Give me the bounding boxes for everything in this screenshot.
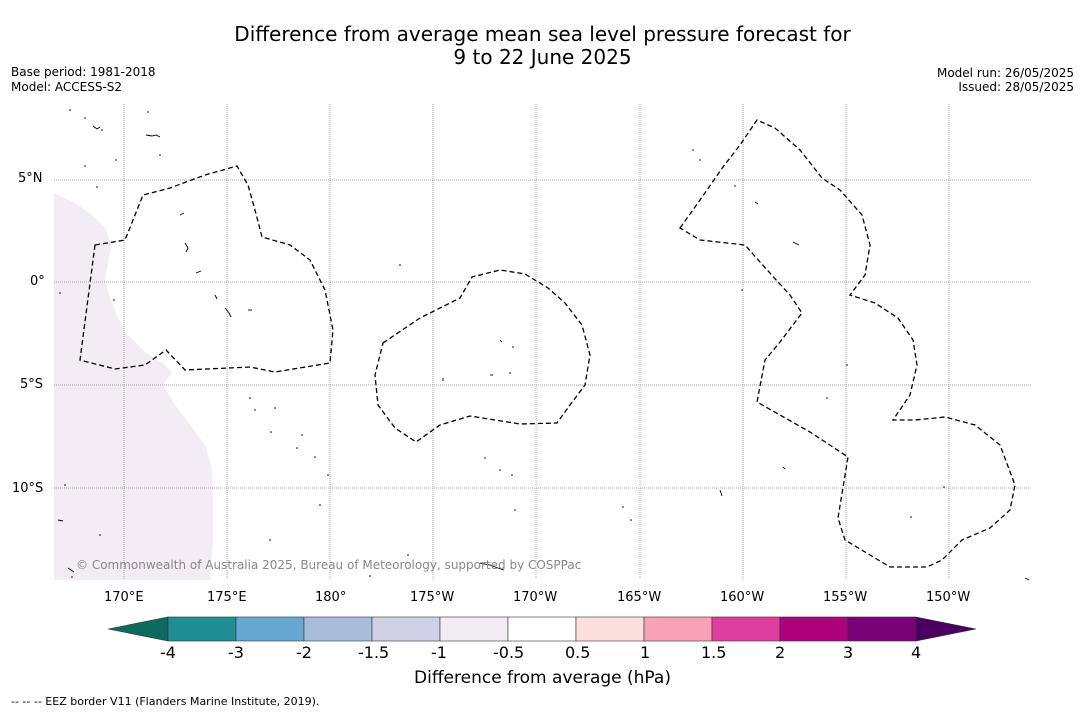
colorbar-segment [235,616,305,642]
model-name: Model: ACCESS-S2 [11,80,123,94]
copyright-notice: © Commonwealth of Australia 2025, Bureau… [76,558,582,572]
lon-label-170w: 170°W [513,590,558,605]
cbar-tick-label: -2 [296,643,312,662]
colorbar-segment [439,616,509,642]
lon-label-170e: 170°E [104,590,144,605]
colorbar-extend-high [915,616,977,642]
map-title-line1: Difference from average mean sea level p… [234,22,851,46]
cbar-tick-label: 3 [843,643,854,662]
cbar-tick-label: 2 [775,643,786,662]
cbar-tick-label: -4 [160,643,176,662]
lon-label-150w: 150°W [926,590,971,605]
colorbar-segment [847,616,917,642]
lat-label-0: 0° [30,274,45,289]
lon-label-165w: 165°W [617,590,662,605]
island-dots [59,109,945,578]
cbar-tick-label: 0.5 [565,643,591,662]
islands [57,125,1030,581]
issued-date: Issued: 28/05/2025 [958,80,1074,94]
lon-label-155w: 155°W [823,590,868,605]
graticule [54,104,1031,580]
colorbar-segment [575,616,645,642]
cbar-tick-label: -1 [431,643,447,662]
lat-label-5s: 5°S [20,377,44,392]
cbar-tick-label: 1 [640,643,651,662]
colorbar-title: Difference from average (hPa) [414,668,671,688]
cbar-tick-label: 1.5 [701,643,727,662]
eez-line-islands [679,119,1016,568]
cbar-tick-label: -1.5 [358,643,390,662]
colorbar-segment [303,616,373,642]
colorbar-extend-low [107,616,169,642]
eez-footnote: -- -- -- EEZ border V11 (Flanders Marine… [11,695,320,708]
colorbar-segment [711,616,781,642]
lon-label-180: 180° [315,590,347,605]
map-title-line2: 9 to 22 June 2025 [453,45,632,69]
colorbar-segment [779,616,849,642]
lon-label-175e: 175°E [207,590,247,605]
eez-kiribati-gilbert [79,165,334,373]
negative-anomaly-region [54,193,213,580]
cbar-tick-label: 4 [911,643,922,662]
cbar-tick-label: -0.5 [493,643,525,662]
colorbar-segment [167,616,237,642]
lon-label-175w: 175°W [410,590,455,605]
model-run: Model run: 26/05/2025 [936,66,1074,80]
eez-phoenix [374,269,591,443]
lat-label-5n: 5°N [18,171,43,186]
colorbar-segment [643,616,713,642]
base-period: Base period: 1981-2018 [11,65,156,79]
lon-label-160w: 160°W [720,590,765,605]
lat-label-10s: 10°S [12,481,44,496]
eez-borders [79,119,1016,568]
colorbar-segment [371,616,441,642]
cbar-tick-label: -3 [228,643,244,662]
colorbar-segment [507,616,577,642]
